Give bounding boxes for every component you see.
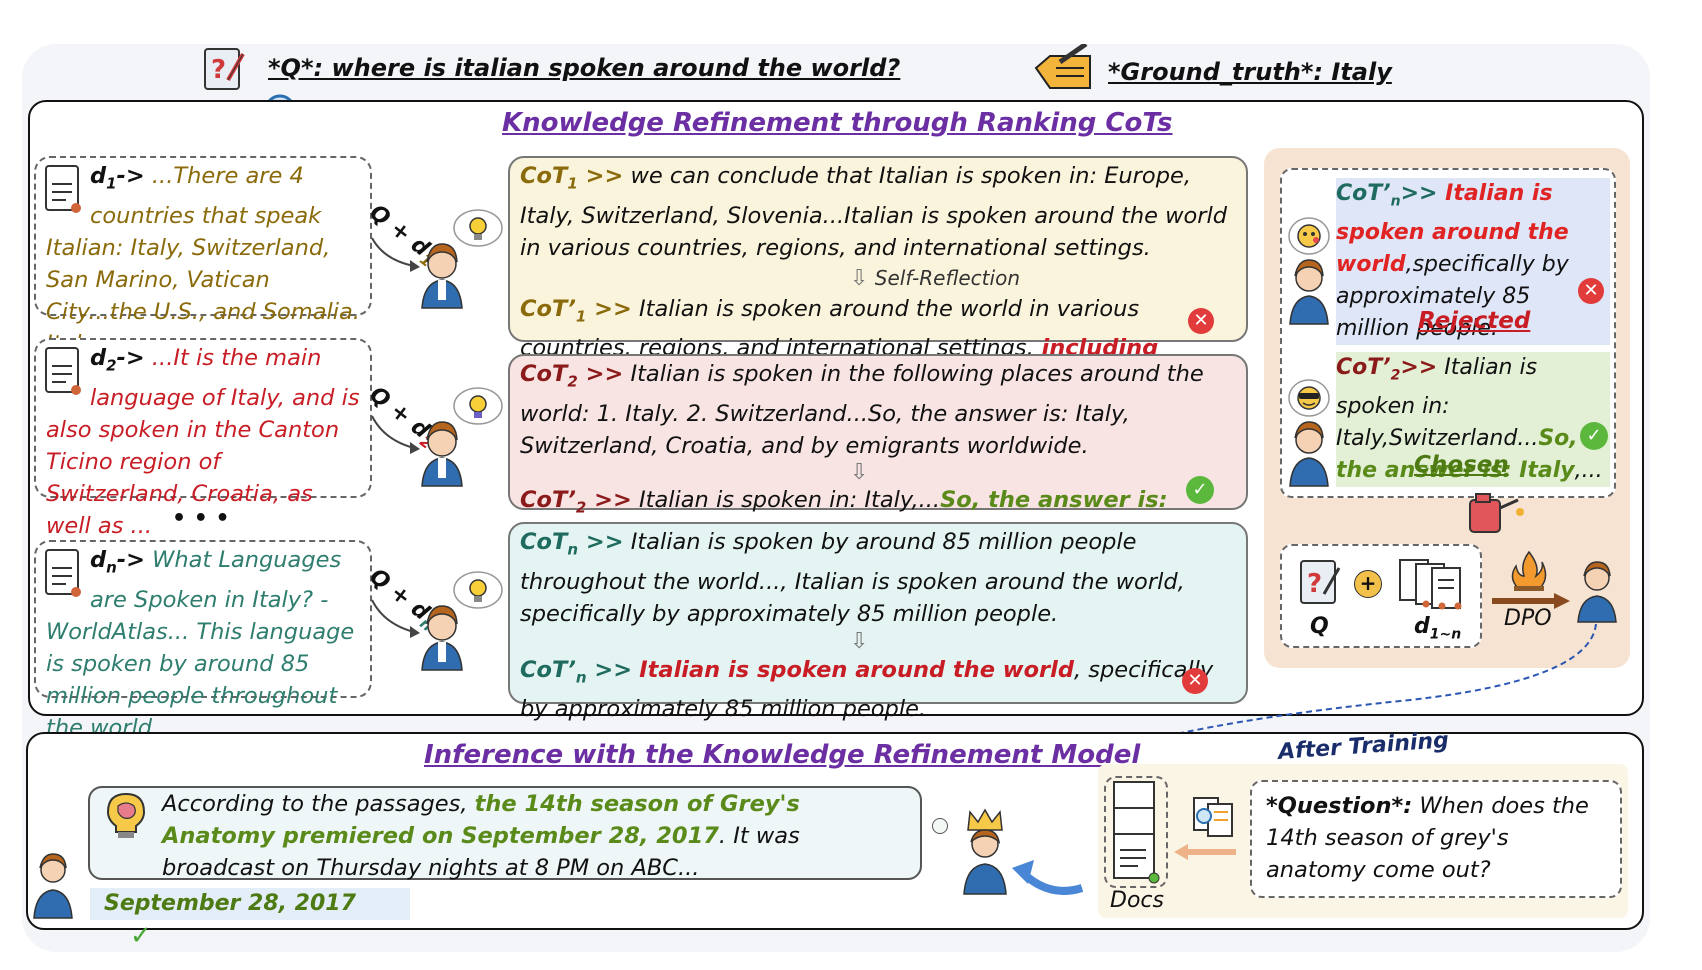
docs-label: Docs [1110, 888, 1164, 913]
cot-card-n: CoTn >> Italian is spoken by around 85 m… [508, 522, 1248, 722]
self-reflection-label: Self-Reflection [874, 265, 1020, 290]
ground-truth-header: *Ground_truth*: Italy [1108, 58, 1392, 86]
reject-icon: ✕ [1188, 308, 1214, 334]
rejected-cot: CoT’n>> Italian is spoken around the wor… [1336, 178, 1610, 346]
docs-stack-icon [1108, 778, 1164, 888]
chosen-caption: Chosen [1414, 452, 1509, 478]
dpo-label: DPO [1504, 606, 1552, 631]
answer-highlight: the 14th season of Grey's Anatomy premie… [162, 791, 800, 849]
ranking-section-title: Knowledge Refinement through Ranking CoT… [502, 108, 1173, 138]
fire-icon [1506, 548, 1552, 594]
question-label: *Question*: [1266, 793, 1413, 819]
plus-icon: + [1354, 570, 1382, 598]
cot-text-2: Italian is spoken in the following place… [520, 361, 1204, 459]
question-to-docs-arrow [1174, 844, 1236, 860]
inference-section-title: Inference with the Knowledge Refinement … [424, 740, 1141, 770]
crowned-model-avatar [956, 808, 1014, 896]
document-card-1: d1-> ...There are 4 countries that speak… [34, 156, 372, 357]
final-answer: September 28, 2017 ✓ [90, 888, 410, 951]
brain-bulb-icon [102, 790, 150, 840]
reject-icon: ✕ [1578, 278, 1604, 304]
svg-text:?: ? [211, 55, 226, 85]
refined-text-2: Italian is spoken in: Italy,... [631, 486, 941, 513]
document-card-n: dn-> What Languages are Spoken in Italy?… [34, 540, 372, 741]
refined-highlight-n: Italian is spoken around the world [639, 656, 1074, 683]
accept-icon: ✓ [1186, 476, 1214, 504]
question-box: *Question*: When does the 14th season of… [1250, 780, 1622, 898]
question-text: When does the 14th season of grey's anat… [1266, 793, 1589, 883]
rejected-caption: Rejected [1418, 308, 1531, 334]
dpo-arrow [1492, 593, 1570, 609]
q-label: Q [1310, 614, 1329, 639]
cot-text-1: we can conclude that Italian is spoken i… [520, 163, 1228, 261]
reject-icon: ✕ [1182, 668, 1208, 694]
svg-text:?: ? [1307, 569, 1322, 599]
down-arrow-icon: ⇩ [850, 265, 869, 291]
connector-dot [932, 818, 948, 834]
cot-text-n: Italian is spoken by around 85 million p… [520, 529, 1185, 627]
cot-card-1: CoT1 >> we can conclude that Italian is … [508, 156, 1248, 393]
check-icon: ✓ [130, 921, 152, 951]
model-avatar-2 [412, 386, 508, 492]
model-avatar-n [412, 570, 508, 676]
cot-card-2: CoT2 >> Italian is spoken in the followi… [508, 354, 1248, 552]
ground-truth-icon [1030, 41, 1096, 96]
doc-icon [42, 160, 84, 216]
model-avatar-1 [412, 208, 508, 314]
model-avatar-chosen [1284, 376, 1334, 490]
user-avatar [30, 850, 76, 920]
return-arrow [1012, 860, 1084, 895]
model-avatar-rejected [1284, 214, 1334, 328]
trained-model-avatar [1574, 560, 1620, 624]
ellipsis: • • • [172, 506, 230, 531]
fuel-can-icon [1466, 490, 1526, 538]
doc-icon [42, 544, 84, 600]
down-arrow-icon: ⇩ [850, 459, 869, 485]
question-icon: ? [1298, 558, 1342, 608]
flow-arrows-left [371, 237, 420, 638]
documents-icon [1396, 556, 1468, 610]
question-icon: ? [202, 46, 246, 94]
down-arrow-icon: ⇩ [850, 628, 869, 654]
accept-icon: ✓ [1580, 422, 1608, 450]
answer-box: According to the passages, the 14th seas… [88, 786, 922, 881]
doc-text-n: What Languages are Spoken in Italy? - Wo… [46, 547, 355, 741]
question-header: *Q*: where is italian spoken around the … [268, 54, 901, 82]
refined-text-n: , specifically by approximately 85 milli… [520, 656, 1214, 723]
doc-text-2: ...It is the main language of Italy, and… [46, 345, 360, 539]
doc-icon [42, 342, 84, 398]
chosen-cot: CoT’2>> Italian is spoken in: Italy,Swit… [1336, 352, 1610, 488]
d-range-label: d1~n [1414, 614, 1462, 643]
retriever-icon [1190, 794, 1238, 840]
document-card-2: d2-> ...It is the main language of Italy… [34, 338, 372, 539]
doc-text-1: ...There are 4 countries that speak Ital… [46, 163, 360, 357]
